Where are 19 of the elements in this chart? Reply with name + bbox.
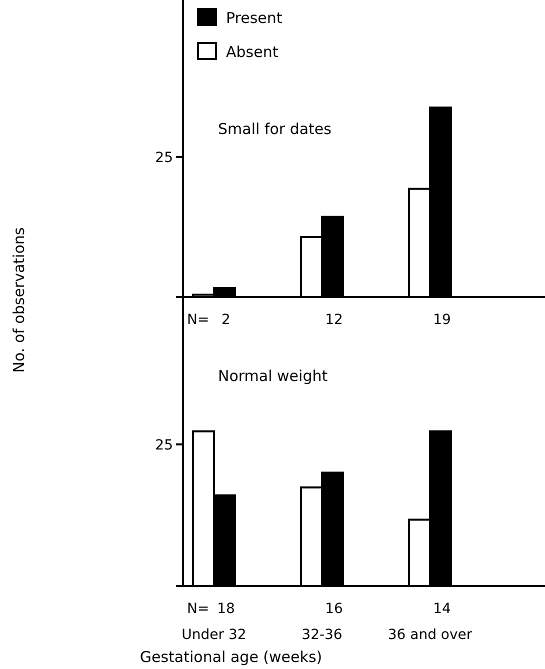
annotation: 19 (433, 312, 451, 328)
x-axis-title: Gestational age (weeks) (140, 648, 322, 666)
x-tick-label: Under 32 (182, 627, 246, 643)
x-tick-label: 36 and over (388, 627, 472, 643)
text: 14 (433, 601, 451, 617)
legend-label: Absent (226, 43, 278, 61)
y-axis-title: No. of observations (10, 227, 28, 373)
annotation: 12 (325, 312, 343, 328)
annotation: 2 (222, 312, 230, 328)
text: 18 (217, 601, 235, 617)
text: Small for dates (218, 120, 332, 138)
y-tick-label: 25 (155, 150, 173, 166)
text: Normal weight (218, 367, 328, 385)
text: 16 (325, 601, 343, 617)
x-tick-label: 32-36 (302, 627, 342, 643)
y-tick-label: 25 (155, 437, 173, 454)
text: N= (187, 601, 210, 617)
annotation: N= (187, 312, 210, 328)
legend-label: Present (226, 9, 282, 27)
